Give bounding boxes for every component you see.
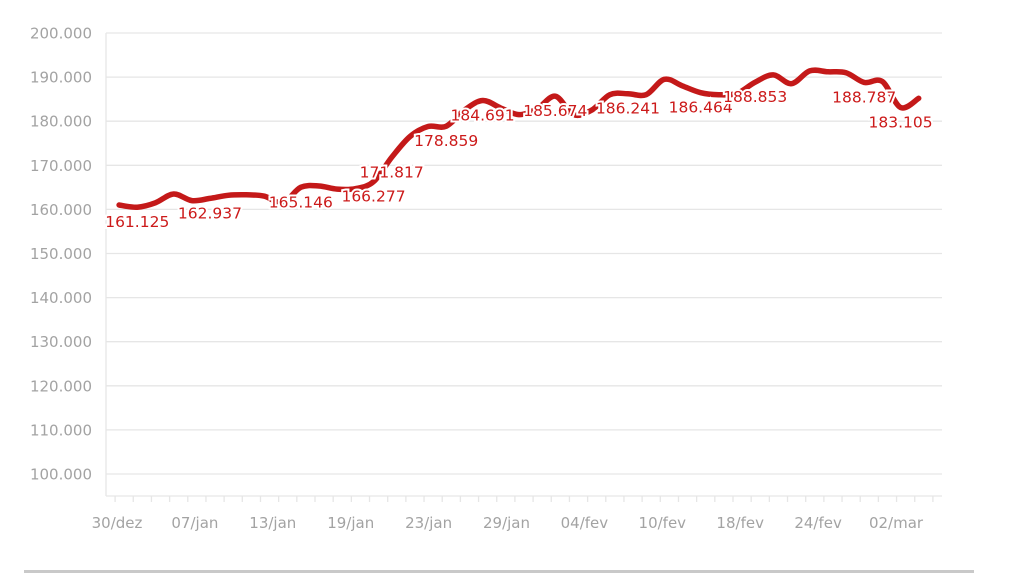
x-tick-label: 19/jan xyxy=(327,514,374,532)
x-tick-label: 02/mar xyxy=(869,514,924,532)
data-label: 171.817 xyxy=(360,163,424,181)
data-label: 166.277 xyxy=(341,188,405,206)
x-tick-label: 13/jan xyxy=(249,514,296,532)
data-label: 188.853 xyxy=(723,88,787,106)
data-label: 188.787 xyxy=(832,88,896,106)
data-label: 185.674 xyxy=(523,102,587,120)
y-tick-label: 190.000 xyxy=(30,69,92,87)
series-line-layer xyxy=(116,67,922,210)
y-tick-label: 170.000 xyxy=(30,157,92,175)
y-tick-label: 110.000 xyxy=(30,421,92,439)
y-tick-label: 100.000 xyxy=(30,466,92,484)
y-tick-label: 150.000 xyxy=(30,245,92,263)
y-tick-label: 120.000 xyxy=(30,377,92,395)
data-label: 178.859 xyxy=(414,132,478,150)
y-axis-ticks: 100.000 110.000 120.000 130.000 140.000 150.0… xyxy=(30,25,92,484)
x-tick-label: 07/jan xyxy=(171,514,218,532)
bottom-divider xyxy=(24,570,974,573)
y-tick-label: 130.000 xyxy=(30,333,92,351)
x-tick-label: 18/fev xyxy=(716,514,764,532)
data-label: 161.125 xyxy=(105,213,169,231)
x-tick-label: 24/fev xyxy=(794,514,842,532)
data-label: 184.691 xyxy=(451,107,515,125)
grid-lines xyxy=(106,32,942,475)
data-label: 162.937 xyxy=(178,204,242,222)
x-axis: 30/dez 07/jan 13/jan 19/jan 23/jan 29/jan 04/f… xyxy=(92,33,942,532)
x-tick-label: 04/fev xyxy=(561,514,609,532)
series-line xyxy=(116,67,922,210)
data-label: 186.464 xyxy=(669,99,733,117)
x-tick-label: 10/fev xyxy=(639,514,687,532)
x-tick-label: 30/dez xyxy=(92,514,143,532)
data-labels: 161.125 162.937 165.146 166.277 171.817 178.8… xyxy=(103,86,934,233)
x-tick-label: 23/jan xyxy=(405,514,452,532)
y-tick-label: 180.000 xyxy=(30,113,92,131)
y-tick-label: 140.000 xyxy=(30,289,92,307)
y-tick-label: 200.000 xyxy=(30,25,92,43)
y-tick-label: 160.000 xyxy=(30,201,92,219)
data-label: 183.105 xyxy=(869,114,933,132)
data-label: 165.146 xyxy=(269,193,333,211)
data-label: 186.241 xyxy=(596,100,660,118)
x-tick-label: 29/jan xyxy=(483,514,530,532)
